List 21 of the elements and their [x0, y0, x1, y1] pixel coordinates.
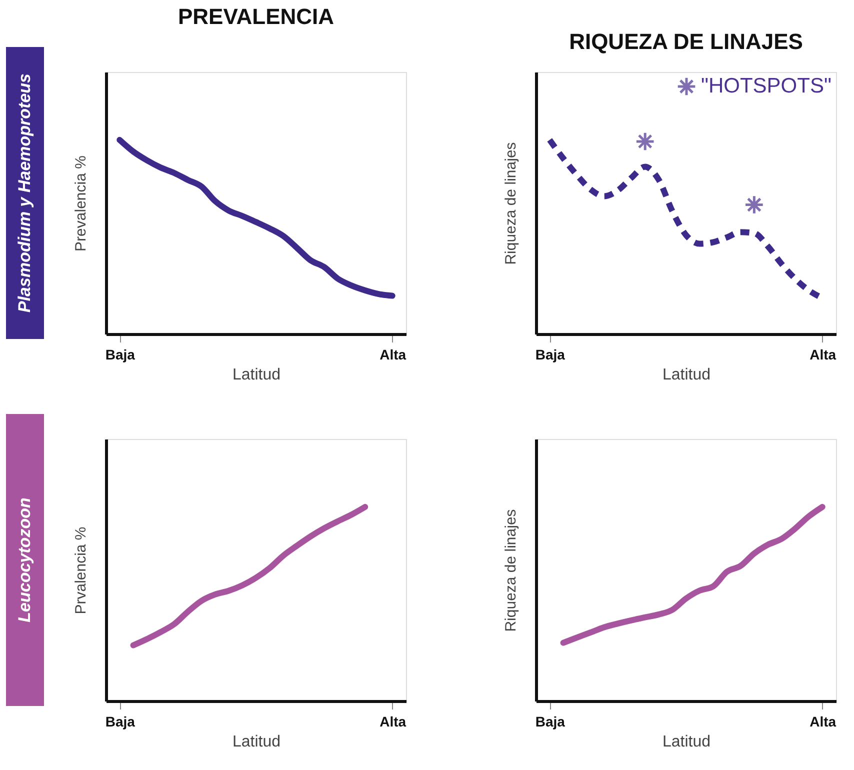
x-axis-title: Latitud	[232, 734, 281, 750]
x-axis-title: Latitud	[232, 366, 281, 384]
chart-title: PREVALENCIA	[178, 4, 334, 29]
x-tick-label: Alta	[380, 346, 406, 362]
x-axis-title: Latitud	[662, 734, 711, 750]
chart-title: RIQUEZA DE LINAJES	[569, 29, 803, 54]
x-tick-label: Baja	[535, 714, 566, 730]
x-tick-label: Baja	[535, 346, 566, 362]
legend-label: "HOTSPOTS"	[701, 74, 832, 98]
y-axis-title: Riqueza de linajes	[502, 509, 520, 632]
y-axis-title: Prevalencia %	[72, 156, 90, 252]
x-tick-label: Alta	[810, 714, 836, 730]
text: Plasmodium y Haemoproteus	[15, 73, 34, 313]
y-axis-title: Riqueza de linajes	[502, 142, 520, 265]
text: Leucocytozoon	[15, 498, 34, 622]
x-tick-label: Baja	[105, 346, 136, 362]
x-axis-title: Latitud	[662, 366, 711, 384]
x-tick-label: Baja	[105, 714, 136, 730]
y-axis-title: Prvalencia %	[72, 526, 90, 614]
x-tick-label: Alta	[810, 346, 836, 362]
x-tick-label: Alta	[380, 714, 406, 730]
